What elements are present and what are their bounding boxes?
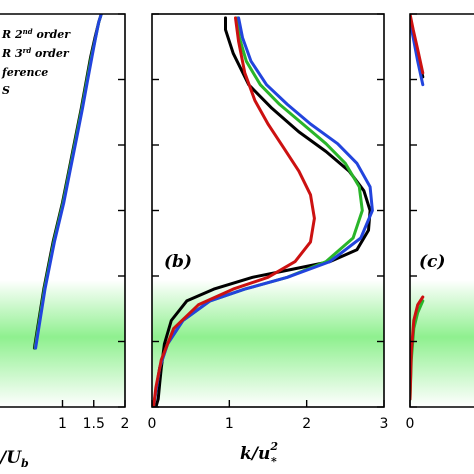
panel-a-x-tick-label-1: 1 (58, 416, 67, 432)
panel-b-x-axis-title-sup: 2 (269, 440, 278, 453)
panel-b-shaded-band (152, 280, 384, 407)
panel-c-frame (409, 13, 474, 408)
panel-c-x-tick-label-1: 0 (406, 416, 415, 432)
panel-a-x-axis-title-main: /U (0, 448, 22, 468)
panel-b-frame (151, 13, 385, 408)
panel-a-x-axis-title: /Ub (0, 448, 29, 470)
legend-entry-1: R 2nd order (1, 27, 71, 41)
legend-entry-3: ference (1, 66, 48, 79)
panel-a-series (32, 14, 103, 350)
legend-entry-2: R 3rd order (1, 46, 70, 60)
panel-a: 1 1.5 2 R 2nd order R 3rd order ference S … (0, 13, 130, 470)
panel-b-x-tick-label-1: 0 (148, 416, 157, 432)
panel-a-frame (0, 13, 126, 408)
panel-c: 0 (c) (406, 13, 474, 432)
panel-b-label: (b) (164, 252, 192, 272)
panel-a-x-tick-label-3: 2 (121, 416, 130, 432)
panel-b-x-axis-title-sub: * (271, 455, 277, 468)
panel-b-x-axis-title: k/u2 * (240, 440, 278, 468)
panel-b-x-axis-title-main: k/u (240, 444, 270, 464)
panel-c-series-line-3 (410, 14, 425, 75)
panel-c-label: (c) (419, 252, 445, 272)
panel-a-x-tick-label-2: 1.5 (83, 416, 105, 432)
legend: R 2nd order R 3rd order ference S (1, 27, 71, 97)
panel-b-x-tick-label-2: 1 (225, 416, 234, 432)
panel-c-series (410, 14, 425, 401)
panel-c-series-line-5 (410, 295, 425, 401)
panel-a-ticks: 1 1.5 2 (58, 13, 130, 432)
panel-b-series-line-4 (152, 16, 316, 407)
panel-a-shaded-band (0, 280, 125, 407)
panel-c-series-line-2 (410, 20, 425, 87)
panel-c-shaded-band (410, 280, 474, 407)
panel-b-x-tick-label-3: 2 (302, 416, 311, 432)
panel-a-series-line-3 (34, 14, 103, 350)
legend-entry-4: S (2, 84, 10, 97)
panel-a-x-axis-title-sub: b (21, 457, 29, 470)
panel-b-x-tick-label-4: 3 (380, 416, 389, 432)
panel-b-series (152, 16, 374, 407)
